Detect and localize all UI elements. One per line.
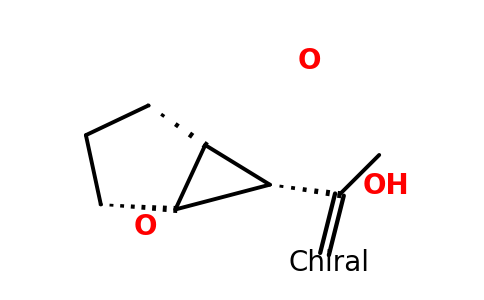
Text: O: O xyxy=(134,213,157,241)
Text: OH: OH xyxy=(363,172,409,200)
Text: Chiral: Chiral xyxy=(288,249,369,277)
Text: O: O xyxy=(298,47,321,75)
